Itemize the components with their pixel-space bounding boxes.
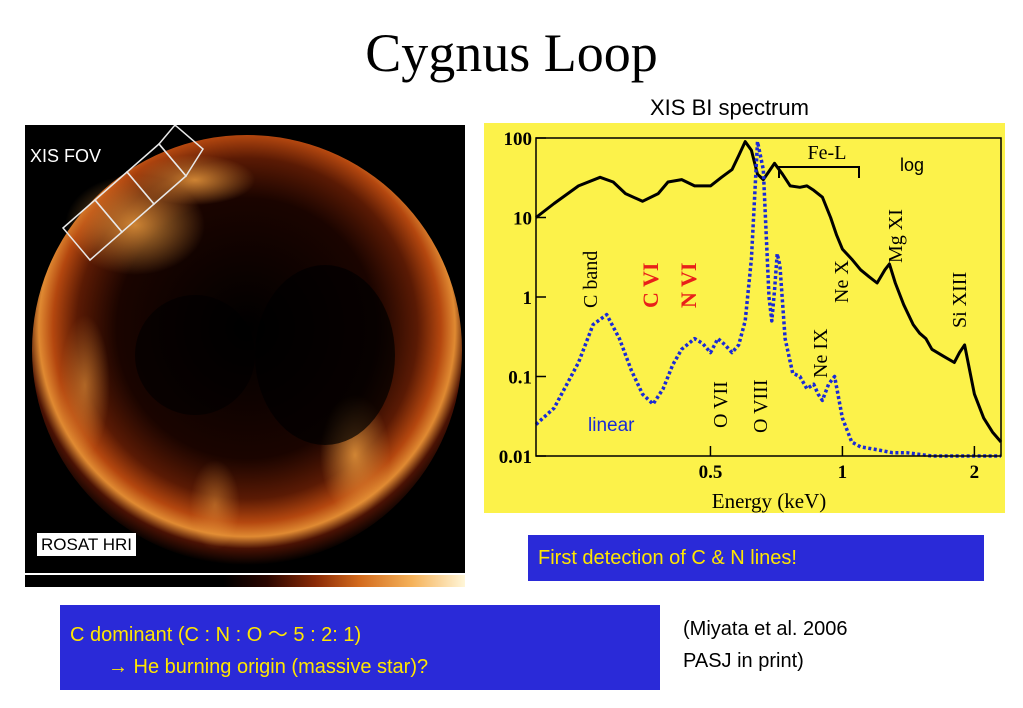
slide-title: Cygnus Loop (365, 23, 658, 83)
y-tick-label: 100 (504, 129, 533, 150)
x-tick-label: 2 (970, 462, 980, 483)
n-vi-label: N VI (676, 263, 701, 308)
chart-title: XIS BI spectrum (650, 95, 809, 120)
ne-ix-label: Ne IX (810, 328, 832, 378)
log-label: log (900, 155, 924, 175)
c-band-label: C band (580, 251, 602, 308)
rosat-hri-label: ROSAT HRI (37, 533, 136, 556)
dominant-line-2: → He burning origin (massive star)? (108, 656, 429, 678)
xis-fov-label: XIS FOV (30, 146, 102, 166)
y-tick-label: 0.1 (508, 368, 532, 389)
o-vii-label: O VII (710, 381, 732, 428)
color-scale-bar (25, 573, 465, 587)
o-viii-label: O VIII (750, 379, 772, 433)
xray-image (25, 125, 465, 585)
reference-text: (Miyata et al. 2006 PASJ in print) (683, 613, 848, 677)
series-line-log (535, 140, 1003, 443)
ne-x-label: Ne X (831, 260, 853, 303)
y-tick-label: 1 (523, 288, 533, 309)
c-vi-label: C VI (638, 263, 663, 308)
x-tick-label: 0.5 (699, 462, 723, 483)
reference-line-1: (Miyata et al. 2006 (683, 618, 848, 640)
y-tick-label: 0.01 (499, 447, 532, 468)
mg-xi-label: Mg XI (885, 209, 907, 263)
dominant-callout: C dominant (C : N : O ～ 5 : 2: 1) → He b… (60, 605, 660, 690)
spectrum-chart: 100 10 1 0.1 0.01 0.5 1 2 Energy (keV) Fe-L log… (484, 123, 1005, 513)
xlabel: Energy (keV) (712, 489, 827, 513)
linear-label: linear (588, 415, 635, 436)
series-line-linear (534, 139, 1001, 458)
y-tick-label: 10 (513, 209, 532, 230)
detection-callout: First detection of C & N lines! (528, 535, 984, 581)
si-xiii-label: Si XIII (949, 272, 971, 328)
reference-line-2: PASJ in print) (683, 650, 804, 672)
fe-l-bracket (778, 166, 860, 178)
spectrum-svg: 100 10 1 0.1 0.01 0.5 1 2 Energy (keV) Fe-L log… (499, 129, 1003, 513)
fe-l-label: Fe-L (808, 142, 847, 164)
x-tick-label: 1 (838, 462, 848, 483)
dominant-line-1: C dominant (C : N : O ～ 5 : 2: 1) (70, 624, 362, 646)
